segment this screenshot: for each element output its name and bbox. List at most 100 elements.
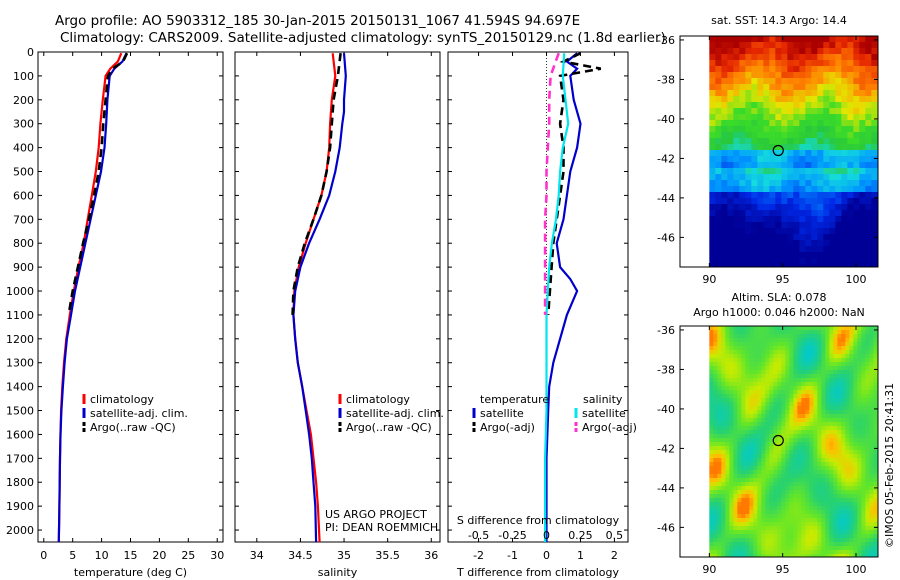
salinity-xtick-label: 35 (337, 549, 351, 562)
temperature-legend-label: satellite-adj. clim. (90, 407, 188, 420)
temperature-ytick-label: 200 (13, 94, 34, 107)
sla-map-axes-frame (679, 325, 879, 558)
sla-map-ytick-label: -44 (657, 482, 675, 495)
temperature-line-satellite-adj-clim- (57, 52, 128, 542)
difference-line-temperature-argo-adj- (546, 52, 602, 315)
salinity-axes-frame (234, 51, 441, 543)
difference-x2tick-label: 0.5 (606, 529, 624, 542)
difference-x2tick-label: -0.25 (498, 529, 526, 542)
salinity-legend-label: climatology (346, 393, 410, 406)
temperature-xtick-label: 5 (69, 549, 76, 562)
temperature-ytick-label: 400 (13, 142, 34, 155)
sst-map-xtick-label: 90 (702, 273, 716, 286)
sla-map-ytick-label: -36 (657, 324, 675, 337)
difference-line-temperature-satellite (545, 52, 582, 542)
difference-legend-label-salinity: Argo(-adj) (582, 421, 637, 434)
salinity-xtick-label: 34.5 (288, 549, 313, 562)
sla-map-xtick-label: 100 (846, 563, 867, 576)
sst-map-ytick-label: -40 (657, 113, 675, 126)
sst-map-ytick-label: -38 (657, 73, 675, 86)
sla-map-profile-marker (772, 434, 784, 447)
difference-axes-frame (447, 51, 629, 543)
difference-x2tick-label: 0.25 (568, 529, 593, 542)
difference-x2tick-label: 0 (543, 529, 550, 542)
difference-xtick-label: -1 (507, 549, 518, 562)
temperature-ytick-label: 1500 (6, 405, 34, 418)
sla-map-title: Altim. SLA: 0.078 (731, 291, 826, 304)
temperature-ytick-label: 900 (13, 261, 34, 274)
sla-map-subtitle: Argo h1000: 0.046 h2000: NaN (693, 306, 865, 319)
temperature-xtick-label: 30 (210, 549, 224, 562)
salinity-xtick-label: 35.5 (375, 549, 400, 562)
sst-map-xtick-label: 95 (776, 273, 790, 286)
sst-map-blank (680, 36, 710, 267)
temperature-xtick-label: 10 (95, 549, 109, 562)
difference-line-salinity-satellite (544, 53, 570, 542)
difference-legend-label-temperature: satellite (480, 407, 524, 420)
salinity-xtick-label: 36 (424, 549, 438, 562)
temperature-ytick-label: 700 (13, 213, 34, 226)
temperature-xtick-label: 20 (152, 549, 166, 562)
temperature-xtick-label: 0 (40, 549, 47, 562)
temperature-ytick-label: 1000 (6, 285, 34, 298)
temperature-legend-label: Argo(..raw -QC) (90, 421, 176, 434)
temperature-ytick-label: 800 (13, 237, 34, 250)
sla-map-field (680, 326, 878, 557)
difference-legend-label-temperature: Argo(-adj) (480, 421, 535, 434)
salinity-line-argo-raw-qc- (291, 53, 342, 315)
salinity-xtick-label: 34 (250, 549, 264, 562)
difference-xtick-label: 1 (577, 549, 584, 562)
temperature-ytick-label: 300 (13, 118, 34, 131)
temperature-ytick-label: 1100 (6, 309, 34, 322)
sst-map-xtick-label: 100 (846, 273, 867, 286)
sst-map-ytick-label: -42 (657, 152, 675, 165)
sst-map-axes-frame (679, 35, 879, 268)
salinity-legend-label: Argo(..raw -QC) (346, 421, 432, 434)
difference-xtick-label: 0 (543, 549, 550, 562)
temperature-ytick-label: 2000 (6, 524, 34, 537)
difference-legend-label-salinity: satellite (582, 407, 626, 420)
salinity-line-climatology (292, 53, 337, 542)
temperature-ytick-label: 500 (13, 166, 34, 179)
temperature-xlabel: temperature (deg C) (74, 566, 187, 579)
temperature-ytick-label: 1800 (6, 476, 34, 489)
sst-map-field (680, 36, 878, 267)
temperature-ytick-label: 1600 (6, 428, 34, 441)
plot-title-line2: Climatology: CARS2009. Satellite-adjuste… (60, 30, 666, 46)
temperature-ytick-label: 100 (13, 70, 34, 83)
sst-map-ytick-label: -44 (657, 192, 675, 205)
temperature-line-climatology (57, 52, 123, 542)
difference-line-salinity-argo-adj- (543, 52, 560, 315)
difference-xtick-label: 2 (611, 549, 618, 562)
sst-map-title: sat. SST: 14.3 Argo: 14.4 (711, 14, 847, 27)
difference-x2label: S difference from climatology (457, 514, 620, 527)
temperature-ytick-label: 600 (13, 189, 34, 202)
temperature-ytick-label: 0 (27, 46, 34, 59)
temperature-xtick-label: 15 (124, 549, 138, 562)
imos-timestamp: ©IMOS 05-Feb-2015 20:41:31 (883, 382, 896, 548)
sla-map-ytick-label: -46 (657, 521, 675, 534)
difference-x2tick-label: -0.5 (468, 529, 489, 542)
temperature-axes-frame (37, 51, 224, 543)
temperature-ytick-label: 1200 (6, 333, 34, 346)
sst-map-ytick-label: -46 (657, 231, 675, 244)
sst-map-ytick-label: -36 (657, 34, 675, 47)
difference-legend-title-salinity: salinity (583, 393, 623, 406)
difference-xtick-label: -2 (473, 549, 484, 562)
temperature-ytick-label: 1400 (6, 381, 34, 394)
temperature-ytick-label: 1300 (6, 357, 34, 370)
temperature-legend-label: climatology (90, 393, 154, 406)
salinity-legend-label: satellite-adj. clim. (346, 407, 444, 420)
temperature-ytick-label: 1900 (6, 500, 34, 513)
credit-pi: PI: DEAN ROEMMICH (325, 521, 439, 534)
credit-project: US ARGO PROJECT (325, 508, 427, 521)
sla-map-ytick-label: -40 (657, 403, 675, 416)
sla-map-blank (680, 326, 710, 557)
salinity-line-satellite-adj-clim- (292, 53, 347, 542)
plot-title-line1: Argo profile: AO 5903312_185 30-Jan-2015… (55, 13, 581, 29)
sla-map-xtick-label: 95 (776, 563, 790, 576)
temperature-ytick-label: 1700 (6, 452, 34, 465)
sst-map-profile-marker (772, 144, 784, 157)
temperature-xtick-label: 25 (181, 549, 195, 562)
